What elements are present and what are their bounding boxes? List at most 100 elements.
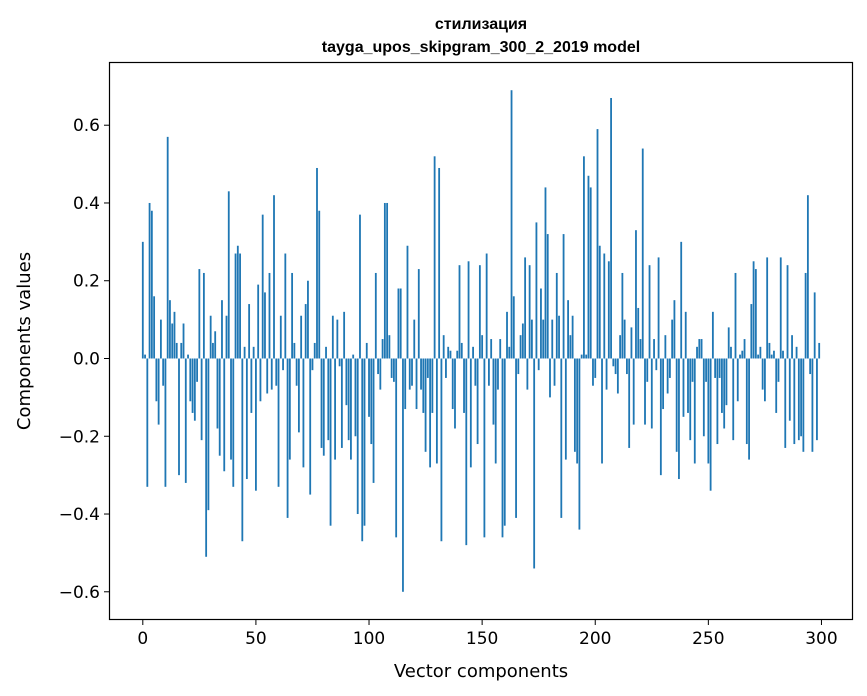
bar-260 — [730, 346, 732, 359]
bar-241 — [687, 358, 689, 413]
bar-142 — [463, 358, 465, 413]
bar-265 — [741, 350, 744, 359]
bar-284 — [784, 358, 787, 448]
bar-148 — [476, 358, 479, 445]
bar-6 — [155, 358, 158, 402]
bar-56 — [268, 272, 271, 359]
y-tick-label: 0.4 — [73, 194, 100, 214]
bar-108 — [386, 202, 389, 359]
bar-119 — [411, 358, 413, 386]
bar-152 — [485, 253, 488, 359]
bar-131 — [438, 167, 441, 359]
bar-270 — [752, 261, 755, 359]
bar-244 — [693, 358, 696, 464]
bar-53 — [261, 214, 264, 359]
bar-229 — [659, 358, 662, 476]
bar-200 — [594, 358, 597, 378]
bar-198 — [589, 187, 592, 359]
bar-57 — [270, 358, 273, 390]
bar-60 — [277, 358, 280, 487]
x-tick-label: 50 — [245, 629, 267, 649]
bar-147 — [474, 358, 477, 386]
bar-157 — [497, 358, 499, 390]
bar-268 — [748, 358, 750, 460]
bar-249 — [705, 358, 707, 382]
bar-195 — [583, 156, 585, 359]
bar-238 — [680, 241, 683, 359]
bar-235 — [673, 300, 676, 359]
bar-272 — [757, 354, 760, 359]
bar-134 — [445, 358, 447, 378]
bar-1 — [144, 354, 146, 359]
bar-104 — [377, 358, 379, 375]
bar-16 — [178, 358, 180, 476]
bar-294 — [806, 195, 809, 359]
bar-126 — [426, 358, 429, 378]
bar-78 — [318, 210, 321, 359]
bar-38 — [227, 191, 230, 359]
bar-75 — [311, 358, 314, 371]
bar-139 — [456, 350, 459, 359]
bar-224 — [648, 265, 651, 359]
bar-214 — [626, 358, 628, 375]
x-axis-ticks: 0 50 100 150 200 250 300 — [137, 619, 838, 649]
bar-295 — [809, 358, 812, 375]
bar-169 — [524, 257, 527, 359]
y-tick-label: 0.2 — [73, 272, 100, 292]
bar-293 — [804, 272, 807, 359]
bar-59 — [275, 358, 278, 386]
bar-12 — [169, 300, 171, 359]
bar-170 — [526, 358, 529, 390]
bar-275 — [764, 358, 766, 402]
y-axis-ticks: −0.6 −0.4 −0.2 0.0 0.2 0.4 0.6 — [59, 116, 110, 603]
bar-46 — [245, 358, 248, 480]
bar-102 — [372, 358, 375, 483]
bar-65 — [288, 358, 291, 460]
bar-196 — [585, 354, 588, 359]
chart-title-line-2: tayga_upos_skipgram_300_2_2019 model — [322, 39, 640, 56]
bar-10 — [164, 358, 167, 487]
bar-167 — [519, 335, 522, 359]
bar-133 — [442, 335, 445, 359]
chart-title-line-1: стилизация — [435, 16, 527, 33]
bar-149 — [478, 265, 481, 359]
bar-103 — [374, 272, 377, 359]
bar-136 — [449, 350, 452, 359]
x-tick-label: 0 — [137, 629, 148, 649]
bar-48 — [250, 358, 253, 413]
bar-30 — [209, 315, 212, 359]
bar-49 — [252, 346, 255, 359]
bar-246 — [698, 339, 701, 359]
bar-14 — [173, 311, 176, 359]
bar-146 — [472, 346, 474, 359]
bar-145 — [469, 358, 472, 468]
bar-160 — [503, 358, 506, 526]
bar-24 — [196, 358, 198, 382]
bar-34 — [218, 358, 221, 456]
bar-36 — [223, 358, 226, 472]
bar-261 — [732, 358, 735, 441]
bar-97 — [361, 358, 364, 542]
bar-232 — [666, 358, 669, 394]
bars — [141, 90, 821, 592]
bar-236 — [675, 358, 678, 452]
bar-41 — [234, 253, 237, 359]
bar-17 — [180, 342, 183, 359]
bar-129 — [433, 156, 436, 359]
bar-239 — [682, 358, 685, 417]
bar-203 — [601, 358, 603, 464]
bar-237 — [678, 358, 680, 480]
bar-226 — [653, 339, 655, 359]
bar-276 — [766, 257, 769, 359]
bar-289 — [795, 346, 798, 359]
bar-25 — [198, 269, 201, 359]
bar-70 — [300, 315, 303, 359]
bar-202 — [598, 245, 601, 359]
bar-80 — [322, 358, 325, 456]
bar-287 — [791, 335, 793, 359]
bar-112 — [395, 358, 398, 538]
bar-180 — [549, 358, 551, 398]
bar-158 — [499, 339, 502, 359]
bar-20 — [187, 354, 189, 359]
bar-190 — [571, 315, 574, 359]
